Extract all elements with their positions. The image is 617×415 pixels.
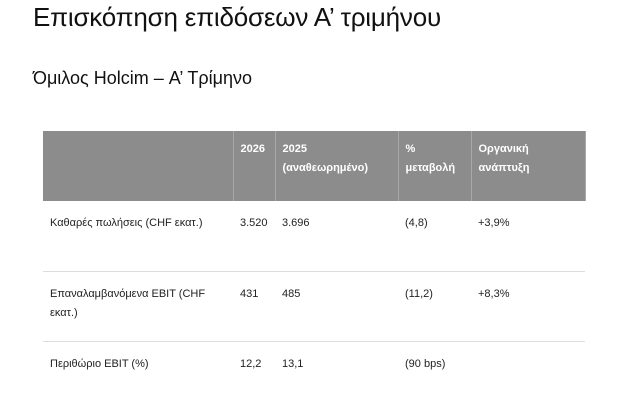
table-cell: 13,1	[282, 357, 304, 370]
table-cell: 12,2	[240, 357, 262, 370]
table-cell: 3.696	[275, 201, 398, 272]
header-row: 2026 2025 (αναθεωρημένο)% μεταβολή Οργανικ…	[43, 131, 586, 201]
column-header: 2025 (αναθεωρημένο)	[275, 131, 399, 201]
table-cell: Περιθώριο EBIT (%)	[50, 357, 149, 370]
table-row: Περιθώριο EBIT (%) 12,2 13,1 (90 bps)	[43, 341, 585, 397]
column-header: 2026	[233, 131, 276, 201]
table-cell: Καθαρές πωλήσεις (CHF εκατ.)	[43, 201, 233, 272]
table-cell: 431	[233, 271, 275, 342]
table-cell: 485	[275, 271, 398, 342]
table-cell: +3,9%	[471, 201, 585, 272]
column-header: Οργανική ανάπτυξη	[471, 131, 586, 201]
column-header: % μεταβολή	[398, 131, 472, 201]
table-cell: 3.520	[233, 201, 275, 272]
table-row: Επαναλαμβανόμενα EBIT (CHF εκατ.) 431 485(…	[43, 271, 585, 342]
table-row: Καθαρές πωλήσεις (CHF εκατ.) 3.520 3.696 (4…	[43, 201, 585, 272]
results-table: 2026 2025 (αναθεωρημένο)% μεταβολή Οργανικ…	[43, 131, 586, 397]
table-body: Καθαρές πωλήσεις (CHF εκατ.) 3.520 3.696 (4…	[43, 201, 585, 397]
table-cell: +8,3%	[471, 271, 585, 342]
table-cell	[471, 341, 585, 397]
table-cell: Επαναλαμβανόμενα EBIT (CHF εκατ.)	[43, 271, 233, 342]
subtitle: Όμιλος Holcim – Α’ Τρίμηνο	[33, 68, 253, 88]
column-header	[43, 131, 234, 201]
table-cell: (11,2)	[398, 271, 471, 342]
title: Επισκόπηση επιδόσεων Α’ τριμήνου	[33, 2, 441, 32]
table-cell: (4,8)	[398, 201, 471, 272]
table-cell: (90 bps)	[405, 357, 446, 370]
